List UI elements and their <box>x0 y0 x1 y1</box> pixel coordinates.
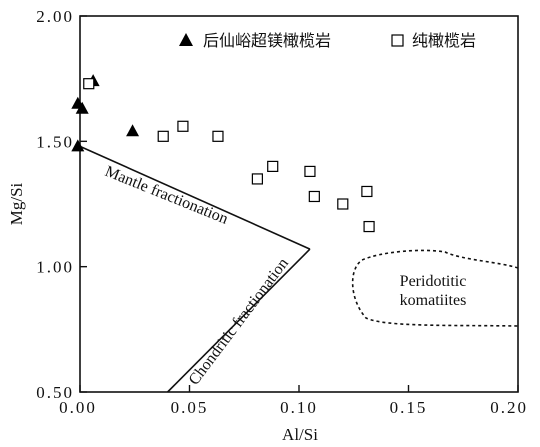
legend-square-marker <box>391 34 404 47</box>
x-tick-label: 0.00 <box>59 398 97 417</box>
x-tick-label: 0.15 <box>390 398 428 417</box>
y-tick-label: 2.00 <box>36 7 74 26</box>
mantle-fractionation-label: Mantle fractionation <box>103 163 231 228</box>
data-point-square <box>304 165 316 178</box>
data-point-square <box>83 78 95 90</box>
legend: 后仙峪超镁橄榄岩 纯橄榄岩 <box>179 31 476 50</box>
y-tick-label: 0.50 <box>36 383 74 402</box>
y-axis-label: Mg/Si <box>7 182 26 225</box>
legend-triangle-marker <box>179 33 193 46</box>
data-point-triangle <box>75 101 89 114</box>
x-tick-label: 0.20 <box>490 398 528 417</box>
x-axis-label: Al/Si <box>282 425 318 444</box>
legend-label-series-2: 纯橄榄岩 <box>412 31 476 50</box>
data-point-triangle <box>71 139 85 152</box>
data-point-square <box>361 185 373 198</box>
data-point-triangle <box>126 124 140 137</box>
data-point-square <box>337 198 349 210</box>
y-tick-label: 1.50 <box>36 132 74 151</box>
data-point-square <box>212 130 224 142</box>
data-point-square <box>177 120 189 132</box>
komatiite-field-label-line1: Peridotitic <box>400 273 467 290</box>
data-point-square <box>157 130 169 142</box>
data-point-square <box>267 160 279 172</box>
mantle-fractionation-line <box>79 145 311 250</box>
komatiite-field-boundary <box>351 249 519 327</box>
chondritic-fractionation-label: Chondritic fractionation <box>186 255 292 388</box>
legend-label-series-1: 后仙峪超镁橄榄岩 <box>203 31 331 50</box>
plot-frame <box>79 15 519 393</box>
komatiite-field-label-line2: komatiites <box>400 292 467 309</box>
y-tick-label: 1.00 <box>36 258 74 277</box>
x-tick-label: 0.10 <box>280 398 318 417</box>
chondritic-fractionation-line <box>167 248 311 393</box>
x-tick-label: 0.05 <box>171 398 209 417</box>
data-point-square <box>308 190 320 203</box>
data-point-square <box>363 220 375 233</box>
data-point-square <box>251 173 263 185</box>
